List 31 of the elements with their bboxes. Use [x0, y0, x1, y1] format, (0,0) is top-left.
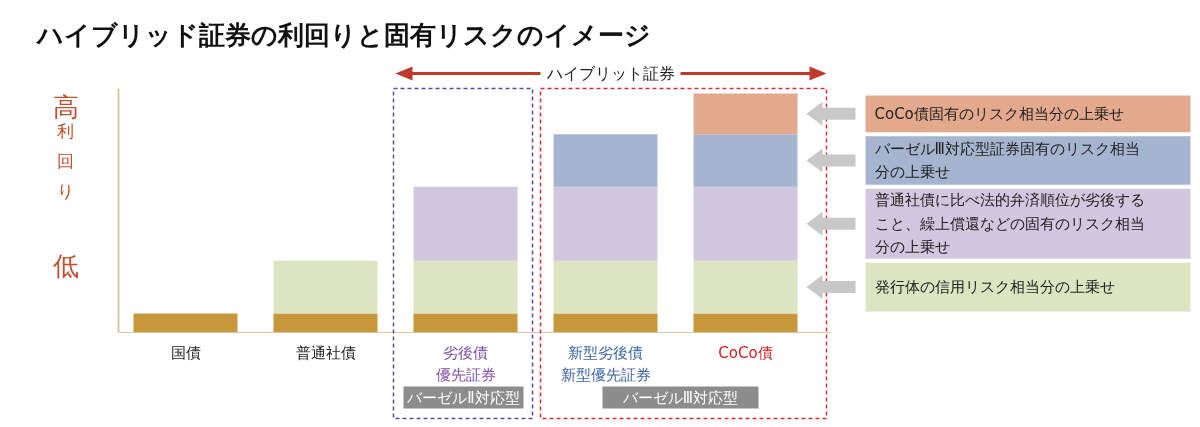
bar	[413, 313, 518, 333]
text: 低	[52, 250, 79, 281]
x-tick-label: 新型劣後債新型優先証券	[560, 343, 651, 384]
bar	[553, 186, 658, 261]
bar	[133, 313, 238, 333]
bar	[693, 260, 798, 314]
x-tick-label: CoCo債	[718, 343, 773, 362]
bar	[693, 186, 798, 261]
text: 普通社債に比べ法的弁済順位が劣後すること、繰上償還などの固有のリスク相当分の上乗せ	[874, 191, 1145, 257]
bar	[273, 260, 378, 314]
text: バーゼルⅢ対応型証券固有のリスク相当分の上乗せ	[873, 139, 1140, 182]
chart-title: ハイブリッド証券の利回りと固有リスクのイメージ	[34, 19, 651, 50]
bar	[273, 313, 378, 333]
bar	[693, 93, 798, 135]
bar	[693, 134, 798, 187]
text: バーゼルⅡ対応型	[406, 388, 520, 407]
text: 高	[52, 91, 79, 122]
x-tick-label: 国債	[170, 343, 201, 362]
text: 利回り	[57, 120, 74, 201]
text: バーゼルⅢ対応型	[621, 388, 739, 407]
bar	[693, 313, 798, 333]
x-tick-label: 劣後債優先証券	[435, 343, 496, 384]
bar	[553, 313, 658, 333]
text: 発行体の信用リスク相当分の上乗せ	[874, 278, 1115, 297]
bar	[413, 186, 518, 261]
x-tick-label: 普通社債	[295, 343, 356, 362]
bar	[553, 134, 658, 187]
bar	[413, 260, 518, 314]
text: CoCo債固有のリスク相当分の上乗せ	[874, 104, 1124, 123]
text: ハイブリット証券	[545, 64, 675, 83]
bar	[553, 260, 658, 314]
